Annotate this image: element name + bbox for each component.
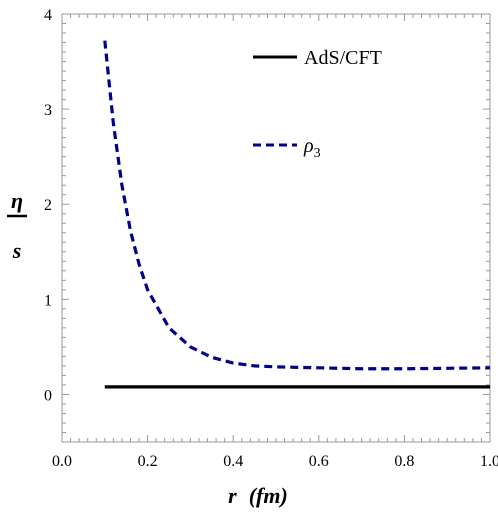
x-tick-label: 0.0 [52, 453, 72, 470]
y-tick-label: 2 [44, 197, 52, 214]
legend-label-subscript: 3 [314, 146, 321, 161]
x-axis-unit: (fm) [249, 483, 288, 508]
x-tick-label: 0.2 [138, 453, 158, 470]
y-tick-label: 3 [44, 102, 52, 119]
x-tick-label: 0.8 [394, 453, 414, 470]
y-tick-label: 1 [44, 292, 52, 309]
x-axis-label: r (fm) [228, 483, 288, 508]
x-axis-variable: r [228, 483, 237, 508]
ticks [61, 13, 491, 443]
y-tick-label: 4 [44, 7, 52, 24]
x-tick-label: 0.6 [309, 453, 329, 470]
x-tick-label: 1.0 [480, 453, 498, 470]
y-axis-denominator: s [12, 238, 22, 263]
x-tick-label: 0.4 [223, 453, 243, 470]
legend-label-adscft: AdS/CFT [304, 47, 382, 69]
legend-label-rho: ρ [303, 135, 314, 157]
series-layer [103, 40, 491, 389]
tick-labels: 0.0 0.2 0.4 0.6 0.8 1.0 0 1 2 3 4 [44, 7, 498, 470]
legend: AdS/CFT ρ3 [253, 47, 382, 161]
series-line-rho3 [103, 40, 491, 371]
legend-label-rho3: ρ3 [303, 135, 321, 161]
y-tick-label: 0 [44, 387, 52, 404]
plot-frame [61, 13, 491, 443]
y-axis-numerator: η [11, 188, 23, 213]
